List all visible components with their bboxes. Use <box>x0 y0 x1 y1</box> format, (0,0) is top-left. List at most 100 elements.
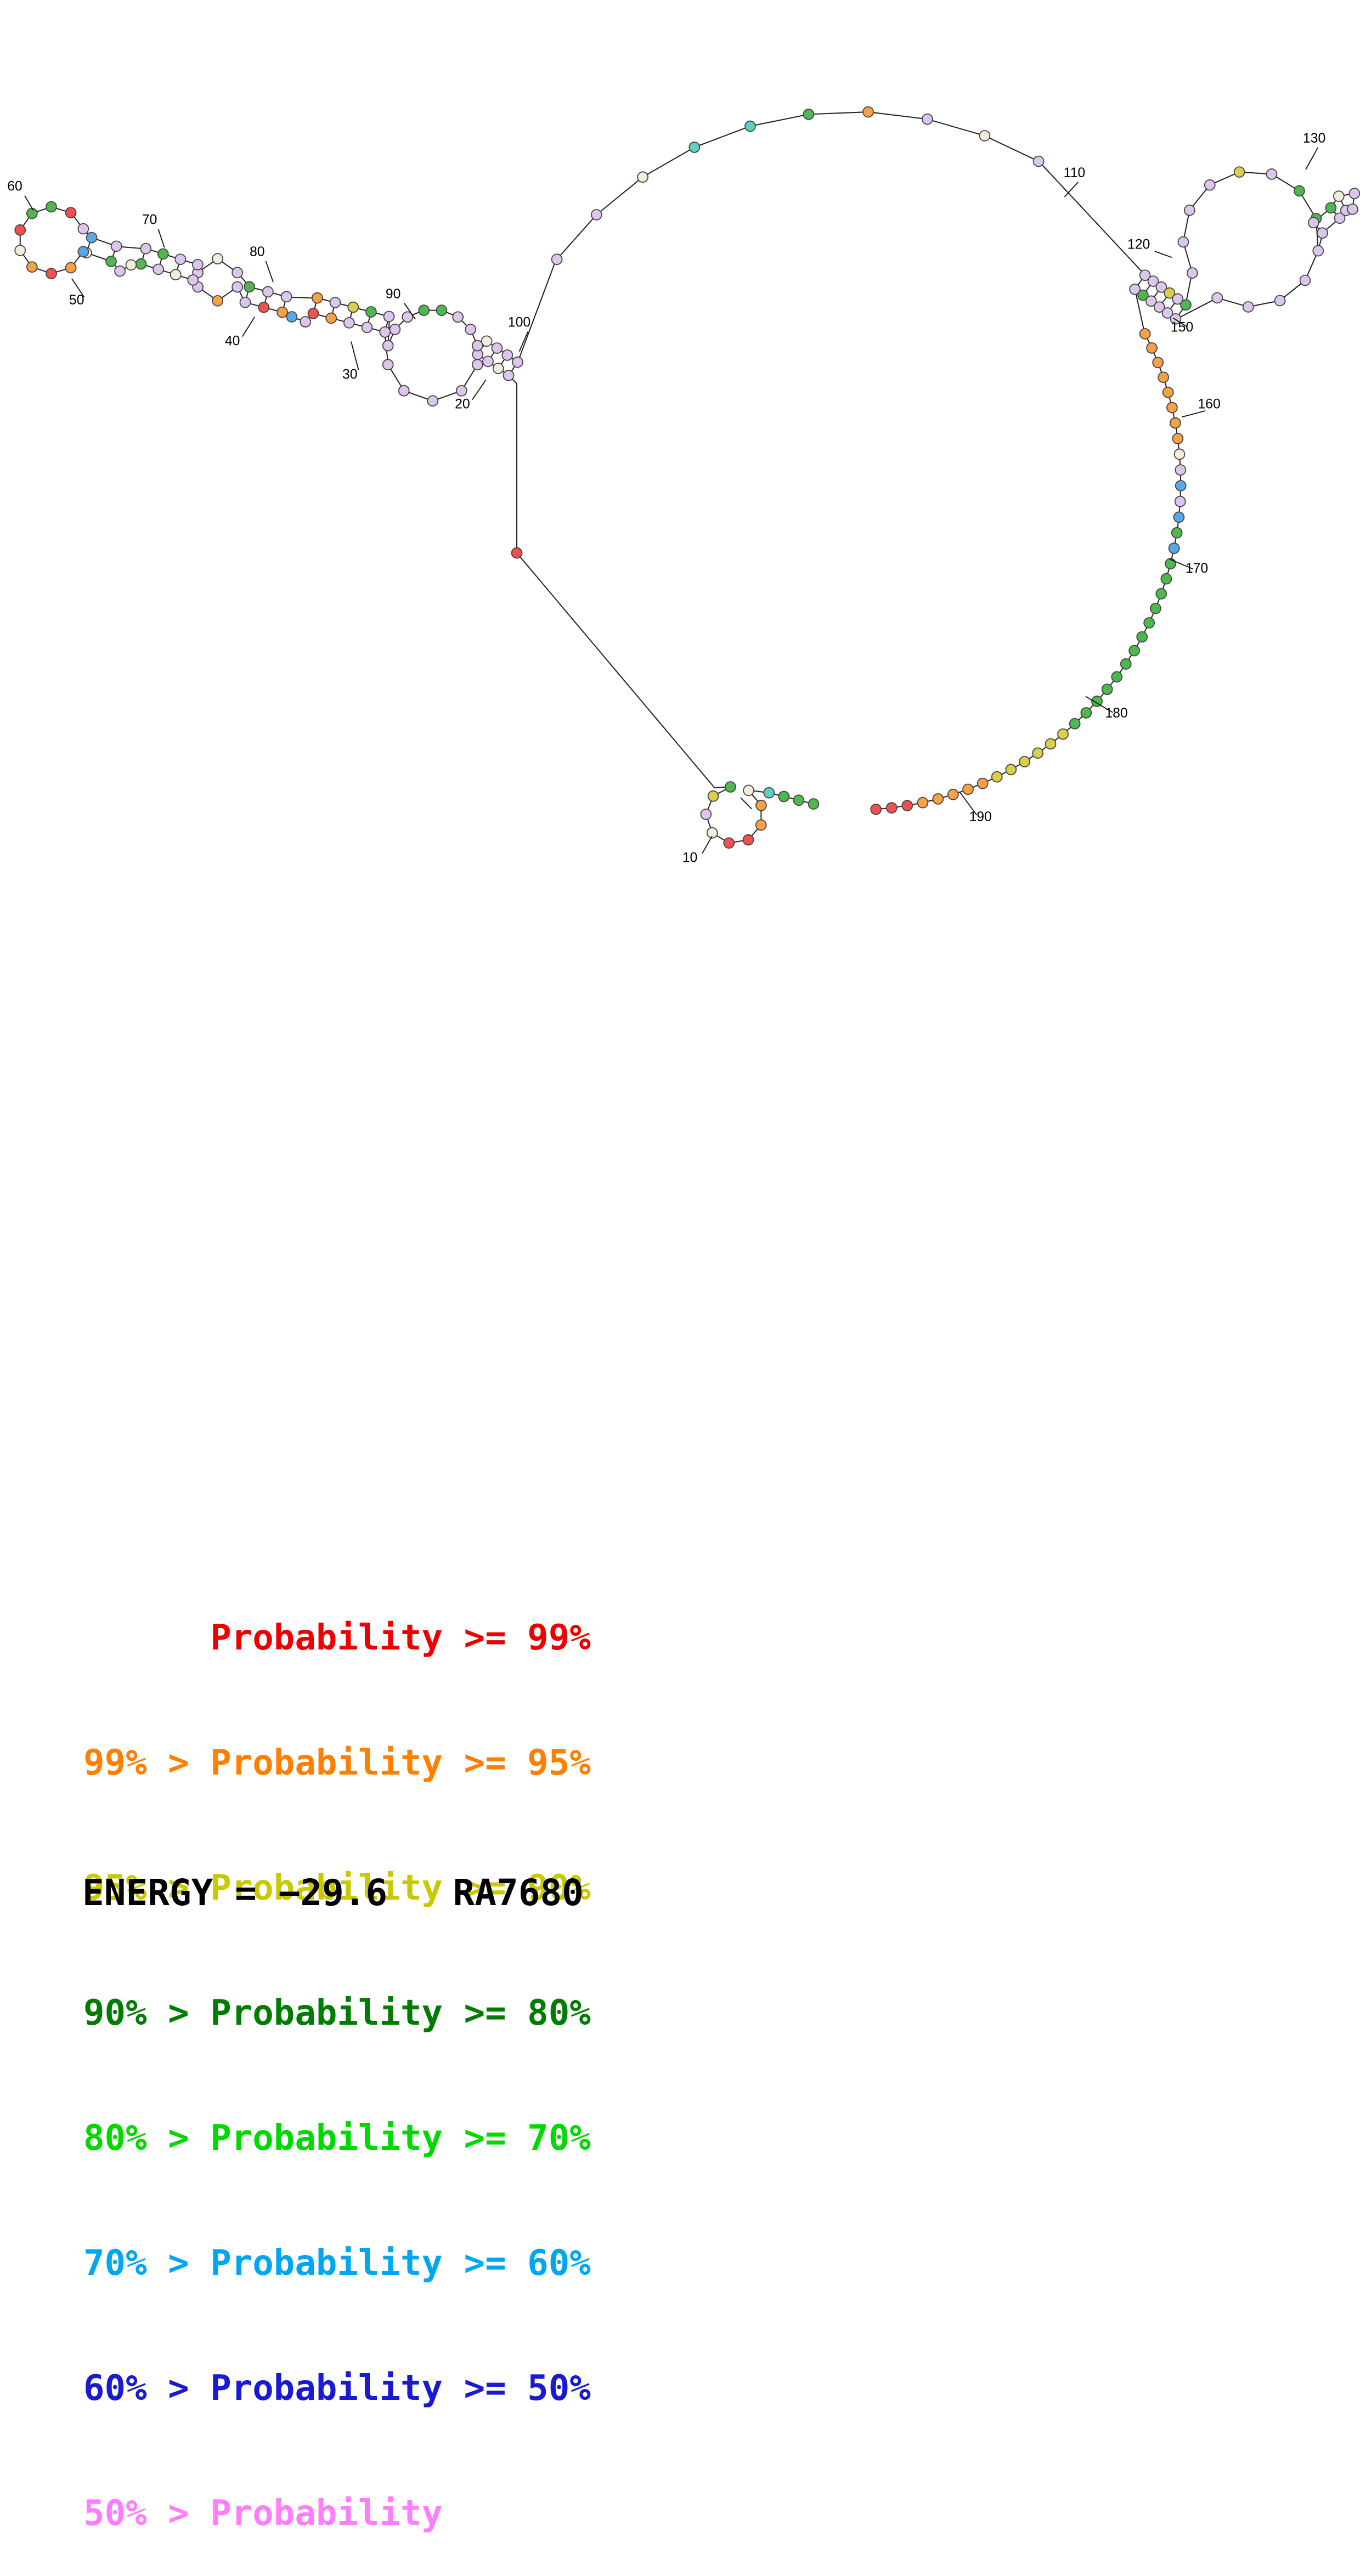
nucleotide-dot <box>456 386 467 396</box>
nucleotide-dot <box>552 254 562 264</box>
nucleotide-dot <box>453 312 463 322</box>
nucleotide-dot <box>232 282 242 292</box>
nucleotide-dot <box>1205 180 1215 190</box>
position-label: 190 <box>969 810 991 824</box>
nucleotide-dot <box>902 800 912 811</box>
position-label: 70 <box>142 213 157 228</box>
nucleotide-dot <box>46 202 57 212</box>
label-leader-line <box>702 836 712 854</box>
label-leader-line <box>1182 411 1205 417</box>
energy-text: ENERGY = −29.6 RA7680 <box>82 1872 584 1914</box>
nucleotide-dot <box>1111 671 1122 682</box>
nucleotide-dot <box>933 794 943 804</box>
label-leader-line <box>242 317 255 337</box>
nucleotide-dot <box>863 107 873 117</box>
nucleotide-dot <box>87 233 97 243</box>
nucleotide-dot <box>106 256 116 267</box>
nucleotide-dot <box>281 291 292 302</box>
nucleotide-dot <box>701 809 711 820</box>
nucleotide-dot <box>326 313 336 323</box>
nucleotide-dot <box>15 245 25 256</box>
nucleotide-dot <box>1347 204 1358 214</box>
nucleotide-dot <box>171 269 181 280</box>
nucleotide-dot <box>27 262 37 272</box>
position-label: 110 <box>1064 166 1086 180</box>
nucleotide-dot <box>312 293 323 303</box>
nucleotide-dot <box>111 241 122 251</box>
nucleotide-dot <box>1178 237 1188 247</box>
label-leader-line <box>472 380 486 400</box>
nucleotide-dot <box>1102 684 1113 694</box>
legend-item-70: 80% > Probability >= 70% <box>83 2117 591 2159</box>
nucleotide-dot <box>1313 246 1323 256</box>
nucleotide-dot <box>1300 275 1311 286</box>
legend-item-99: Probability >= 99% <box>83 1617 591 1659</box>
nucleotide-dot <box>348 302 358 313</box>
position-label: 60 <box>7 179 22 194</box>
nucleotide-dot <box>175 254 185 264</box>
nucleotide-dot <box>126 259 136 270</box>
position-label: 120 <box>1127 238 1150 252</box>
legend-item-95: 99% > Probability >= 95% <box>83 1742 591 1784</box>
backbone-line <box>557 214 596 259</box>
nucleotide-dot <box>436 305 447 315</box>
nucleotide-dot <box>153 264 163 274</box>
label-leader-line <box>158 229 164 248</box>
backbone-line <box>750 114 809 126</box>
backbone-line <box>1039 161 1145 275</box>
nucleotide-dot <box>871 804 881 815</box>
position-label: 170 <box>1186 561 1208 576</box>
backbone-line <box>518 259 556 361</box>
nucleotide-dot <box>115 266 125 276</box>
nucleotide-dot <box>1234 167 1245 177</box>
backbone-line <box>643 148 695 177</box>
nucleotide-dot <box>1019 756 1030 767</box>
nucleotide-dot <box>383 359 393 370</box>
position-label: 20 <box>455 397 470 411</box>
label-leader-line <box>25 196 33 211</box>
nucleotide-dot <box>887 803 897 813</box>
nucleotide-dot <box>390 324 400 335</box>
nucleotide-dot <box>1144 618 1154 628</box>
label-leader-line <box>520 332 528 352</box>
nucleotide-dot <box>258 302 269 313</box>
nucleotide-dot <box>383 341 393 351</box>
probability-legend: Probability >= 99% 99% > Probability >= … <box>83 1534 591 2576</box>
nucleotide-dot <box>188 275 198 285</box>
nucleotide-dot <box>1167 403 1177 413</box>
nucleotide-dot <box>492 343 502 353</box>
nucleotide-dot <box>979 131 990 141</box>
nucleotide-dot <box>917 798 928 808</box>
nucleotide-dot <box>591 210 602 220</box>
nucleotide-dot <box>193 259 203 270</box>
nucleotide-dot <box>472 341 483 351</box>
position-label: 40 <box>225 334 240 348</box>
nucleotide-dot <box>78 246 88 257</box>
nucleotide-dot <box>1172 433 1183 444</box>
nucleotide-dot <box>808 799 819 809</box>
nucleotide-dot <box>1140 329 1150 339</box>
nucleotide-dot <box>1181 300 1191 310</box>
nucleotide-dot <box>15 225 25 235</box>
legend-item-below50: 50% > Probability <box>83 2493 591 2534</box>
label-leader-line <box>1064 182 1078 197</box>
nucleotide-dot <box>419 305 429 315</box>
backbone-line <box>985 135 1039 161</box>
nucleotide-dot <box>725 782 736 792</box>
nucleotide-dot <box>512 548 522 558</box>
nucleotide-dot <box>745 121 755 132</box>
nucleotide-dot <box>764 788 774 798</box>
nucleotide-dot <box>1046 739 1056 749</box>
nucleotide-dot <box>1187 268 1198 278</box>
nucleotide-dot <box>1175 496 1186 507</box>
nucleotide-dot <box>384 311 394 321</box>
nucleotide-dot <box>380 327 390 337</box>
nucleotide-dot <box>502 350 512 360</box>
nucleotide-dot <box>244 281 255 292</box>
nucleotide-dot <box>1032 748 1043 758</box>
nucleotide-dot <box>743 785 754 795</box>
legend-item-60: 70% > Probability >= 60% <box>83 2242 591 2284</box>
nucleotide-dot <box>1266 169 1277 179</box>
backbone-line <box>596 177 642 215</box>
nucleotide-dot <box>277 307 287 318</box>
